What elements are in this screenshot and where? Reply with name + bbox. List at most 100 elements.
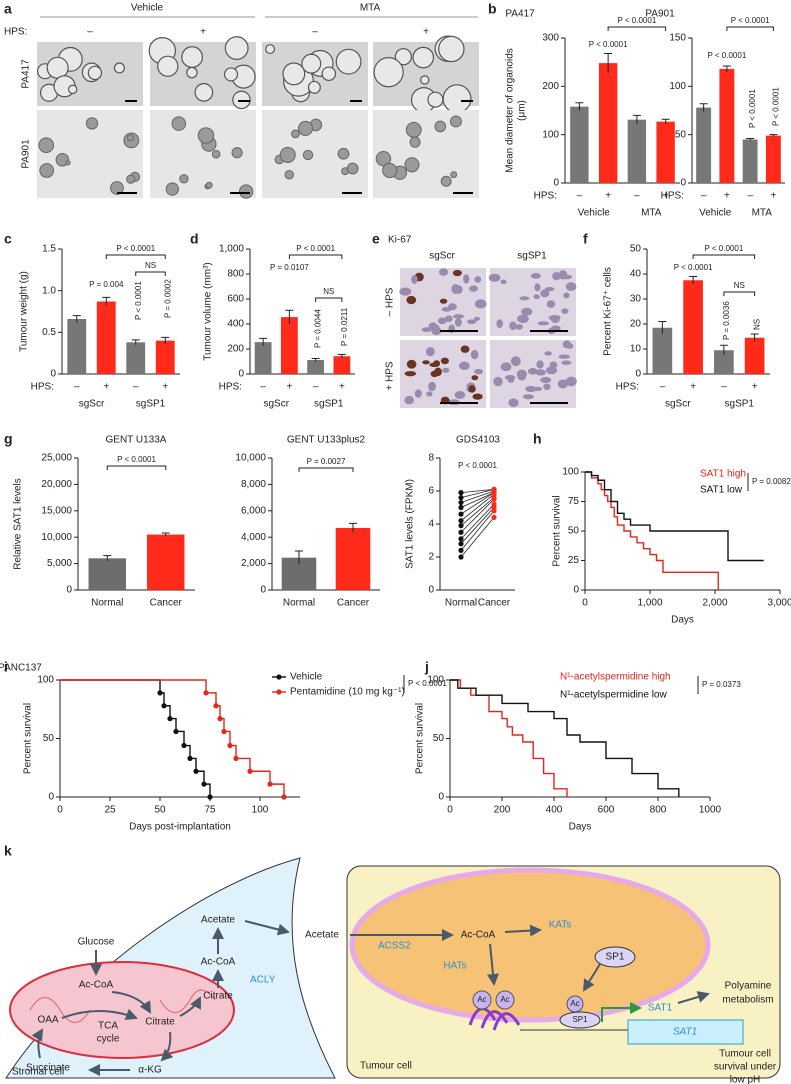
nucleus <box>406 359 417 369</box>
x-tick-label: 0 <box>57 805 63 816</box>
annotation: P = 0.0373 <box>702 680 741 689</box>
nucleus <box>399 287 412 296</box>
organoid <box>223 67 239 82</box>
nucleus <box>442 367 450 373</box>
x-tick-label: + <box>752 382 758 393</box>
gene-label: SAT1 <box>673 1027 697 1038</box>
y-tick-label: 100 <box>669 81 686 92</box>
x-tick-label: – <box>634 191 640 202</box>
pair-line <box>460 488 495 494</box>
legend-label: SAT1 high <box>700 469 746 480</box>
nucleus <box>519 296 530 301</box>
organoid <box>321 66 337 82</box>
organoid <box>171 116 187 131</box>
nucleus <box>474 368 484 375</box>
group-label: sgScr <box>263 399 289 410</box>
column-label: sgSP1 <box>517 251 547 262</box>
image-title: Ki-67 <box>388 235 412 246</box>
organoid <box>46 56 69 79</box>
group-label: MTA <box>641 208 662 219</box>
error-bar <box>295 550 303 565</box>
y-axis-label: Tumour weight (g) <box>19 271 30 352</box>
node-label: SP1 <box>572 1015 588 1024</box>
point <box>458 511 464 517</box>
x-tick-label: Cancer <box>478 598 511 609</box>
point <box>458 547 464 554</box>
point <box>458 536 464 542</box>
annotation: NS <box>753 319 762 330</box>
y-tick-label: 0 <box>238 369 244 380</box>
bracket <box>723 291 756 296</box>
y-tick-label: 50 <box>568 526 580 537</box>
bar <box>307 360 325 374</box>
node-label: TCA <box>98 1021 118 1032</box>
organoid <box>438 35 465 63</box>
bar <box>744 337 765 374</box>
arrow <box>61 1008 138 1020</box>
nucleus <box>527 368 538 375</box>
bar <box>155 340 175 374</box>
marker <box>201 781 207 787</box>
marker <box>217 716 223 722</box>
nucleus <box>517 372 527 381</box>
nucleus <box>509 321 517 331</box>
bracket <box>315 297 343 302</box>
bracket <box>692 254 756 259</box>
group-label: Vehicle <box>578 208 611 219</box>
annotation: P = 0.0044 <box>314 309 323 348</box>
x-tick-label: Normal <box>283 598 315 609</box>
x-tick-label: Normal <box>445 598 477 609</box>
marker <box>181 742 187 749</box>
organoid <box>165 182 179 196</box>
x-tick-label: + <box>286 382 292 393</box>
legend-label: N¹-acetylspermidine high <box>560 672 671 683</box>
nucleus <box>504 375 516 381</box>
nucleus <box>430 370 439 378</box>
organoid <box>224 36 249 60</box>
y-tick-label: 40 <box>630 269 642 280</box>
survival-line <box>450 679 680 797</box>
annotation: P < 0.0001 <box>748 89 757 128</box>
panel-label: c <box>4 231 12 247</box>
error-bar <box>103 555 112 561</box>
pair-line <box>460 488 495 498</box>
x-tick-label: – <box>701 191 707 202</box>
y-tick-label: 20 <box>630 319 642 330</box>
y-tick-label: 0 <box>680 178 686 189</box>
marker <box>161 703 167 709</box>
x-tick-label: 2,000 <box>702 598 727 609</box>
error-bar <box>285 309 294 324</box>
point <box>458 554 464 560</box>
point <box>491 486 497 492</box>
y-tick-label: 10,000 <box>41 532 72 543</box>
annotation: P < 0.0001 <box>707 51 746 60</box>
pair-line <box>460 507 495 545</box>
chart-title: GDS4103 <box>456 435 500 446</box>
y-tick-label: 0 <box>438 792 444 803</box>
scale-bar <box>440 330 478 332</box>
y-tick-label: 0 <box>428 585 434 596</box>
nucleus <box>560 274 573 280</box>
scale-bar <box>440 402 478 404</box>
y-tick-label: 4,000 <box>241 532 266 543</box>
panel-label: d <box>190 231 199 247</box>
organoid <box>307 80 321 94</box>
row-label: – HPS <box>385 287 396 316</box>
y-tick-label: 5,000 <box>47 558 72 569</box>
x-tick-label: 1000 <box>699 805 722 816</box>
x-axis-label: Days <box>671 615 694 626</box>
marker <box>267 781 273 787</box>
enzyme-label: KATs <box>549 920 572 931</box>
gene-box <box>627 1019 744 1045</box>
nucleus <box>426 391 433 397</box>
node-label: SAT1 <box>648 1003 673 1014</box>
y-tick-label: 20,000 <box>41 479 72 490</box>
organoid <box>232 90 251 110</box>
organoid <box>420 75 430 85</box>
y-tick-label: 8,000 <box>241 479 266 490</box>
node-label: metabolism <box>722 995 773 1006</box>
annotation: P < 0.0001 <box>116 244 155 253</box>
organoid <box>239 184 254 199</box>
chart-title: PA417 <box>505 9 535 20</box>
organoid <box>291 129 300 139</box>
